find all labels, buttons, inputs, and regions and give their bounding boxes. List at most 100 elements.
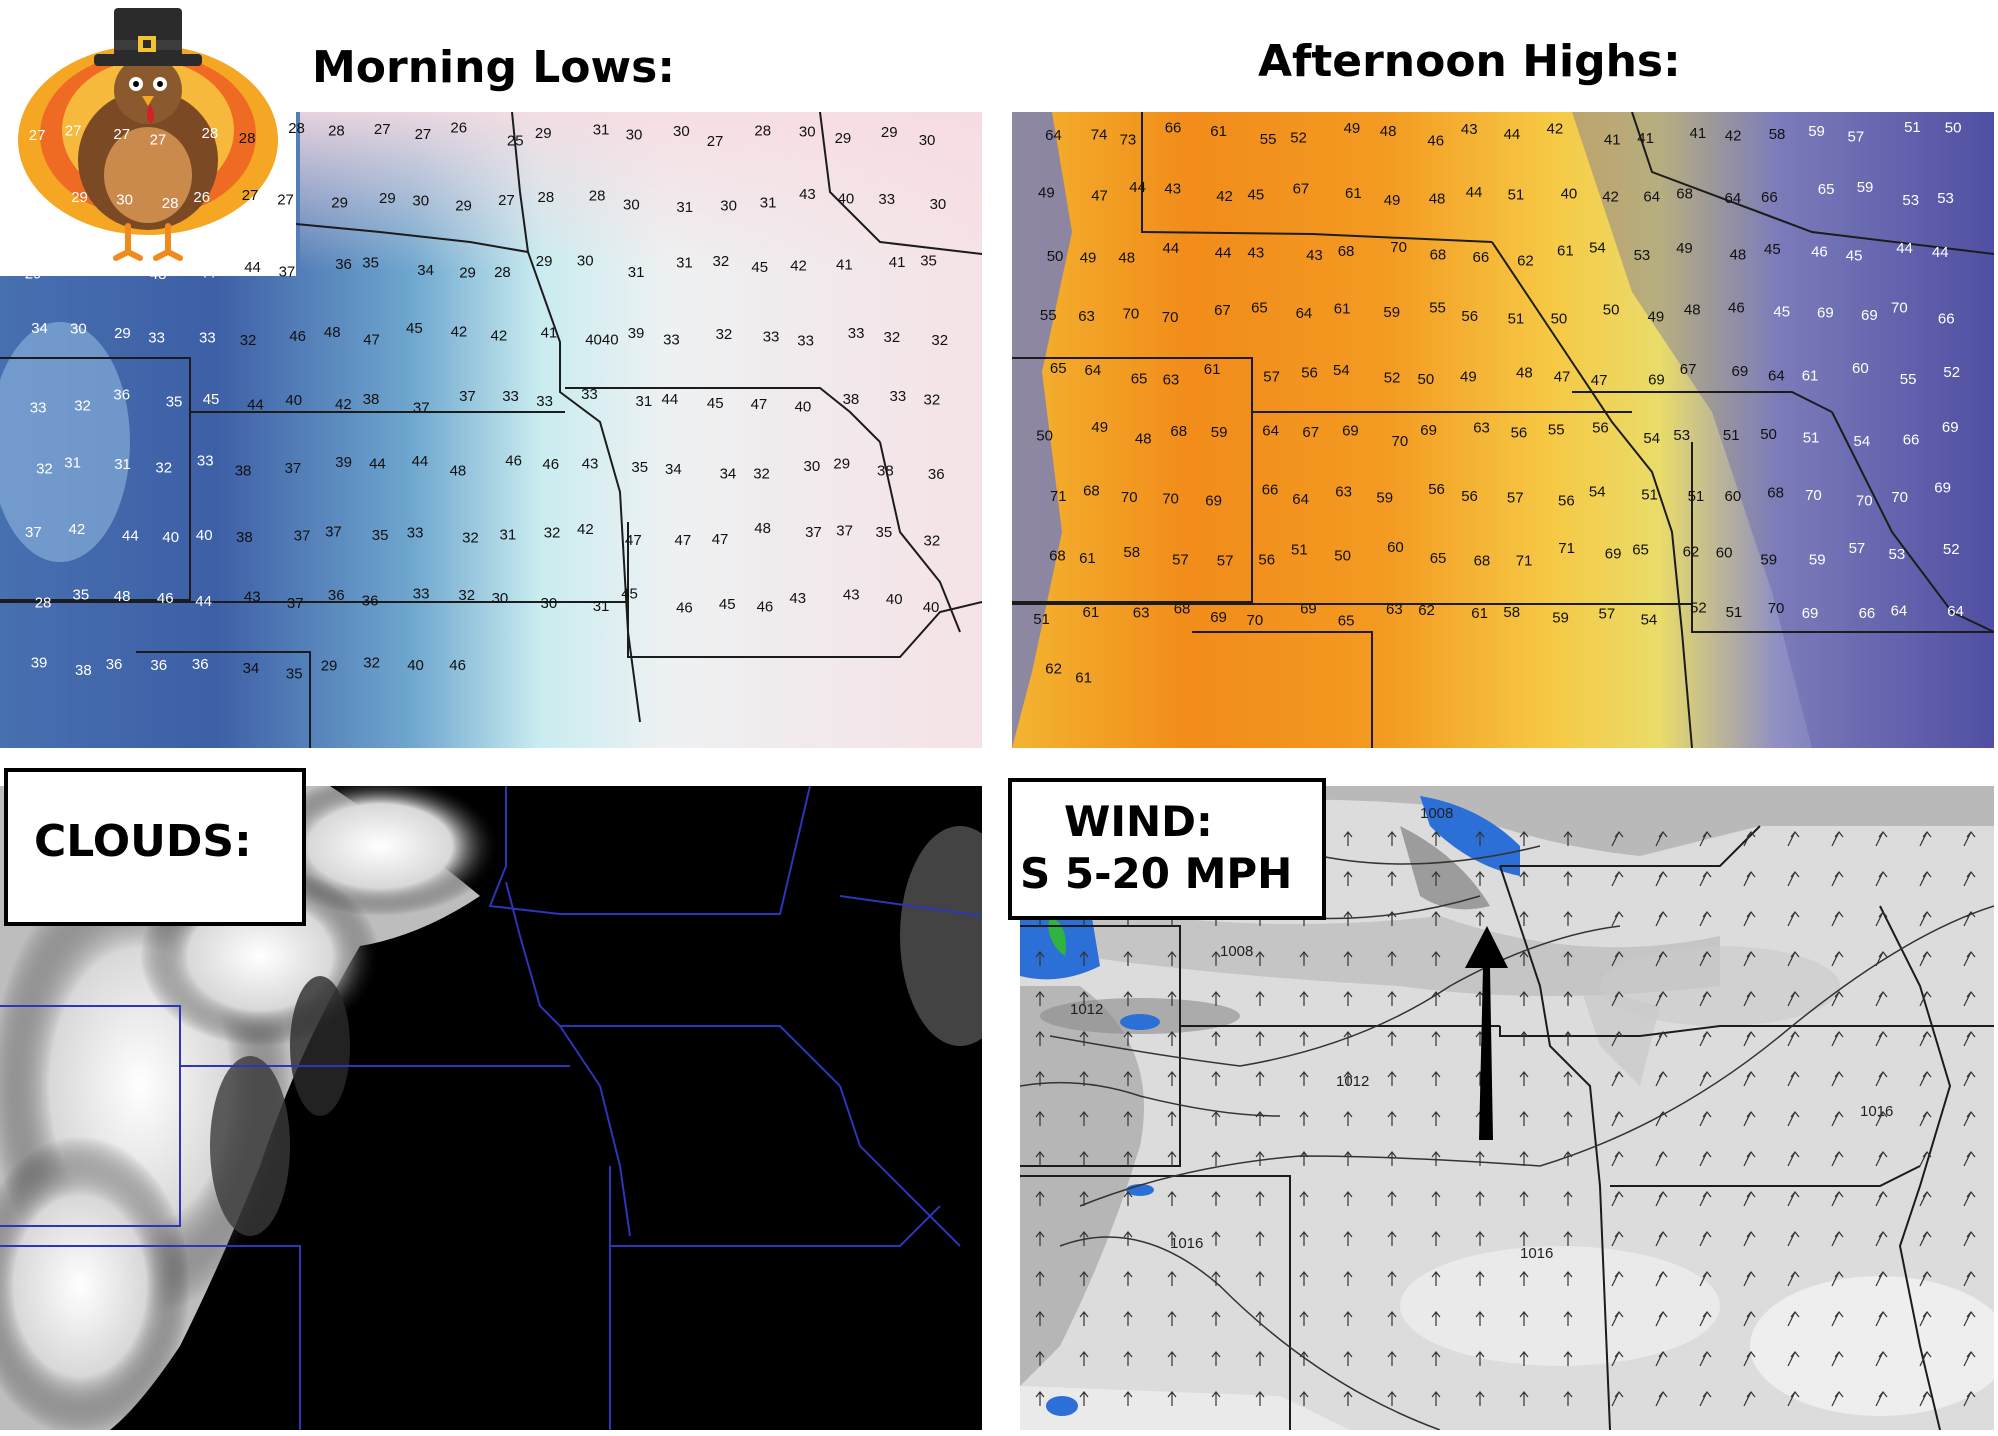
station-value: 67 xyxy=(1680,361,1697,378)
wind-vector xyxy=(1563,1071,1573,1086)
wind-vector xyxy=(1787,1151,1800,1167)
station-value: 32 xyxy=(753,466,770,483)
wind-vector xyxy=(1563,1191,1573,1206)
station-value: 42 xyxy=(1602,189,1619,206)
station-value: 43 xyxy=(1164,180,1181,197)
station-value: 64 xyxy=(1296,305,1313,322)
station-value: 47 xyxy=(1591,372,1608,389)
wind-vector xyxy=(1079,1391,1089,1406)
station-value: 51 xyxy=(1508,186,1525,203)
wind-vector xyxy=(1431,1231,1441,1246)
wind-vector xyxy=(1343,1071,1353,1086)
wind-vector xyxy=(1035,1151,1045,1166)
wind-vector xyxy=(1431,991,1441,1006)
wind-vector xyxy=(1519,1191,1529,1206)
station-value: 27 xyxy=(29,127,46,144)
wind-vector xyxy=(1343,1031,1353,1046)
wind-shading xyxy=(1020,786,1994,1430)
station-value: 44 xyxy=(1896,240,1913,257)
highs-value-labels: 64 74 73 66 61 55 52 49 48 46 43 44 42 41 41 41 42 58 59 57… xyxy=(1033,119,1964,686)
station-value: 63 xyxy=(1133,604,1150,621)
station-value: 31 xyxy=(500,526,517,543)
station-value: 29 xyxy=(331,195,348,212)
wind-vector xyxy=(1655,1031,1668,1047)
wind-vector xyxy=(1475,1351,1485,1366)
station-value: 29 xyxy=(114,325,131,342)
wind-vector xyxy=(1035,1311,1045,1326)
station-value: 64 xyxy=(1292,491,1309,508)
station-value: 45 xyxy=(751,259,768,276)
wind-vector xyxy=(1655,1191,1668,1207)
station-value: 43 xyxy=(1461,121,1478,138)
wind-vector xyxy=(1343,1111,1353,1126)
station-value: 39 xyxy=(335,454,352,471)
station-value: 69 xyxy=(1648,371,1665,388)
wind-vector xyxy=(1743,991,1756,1007)
station-value: 57 xyxy=(1217,553,1234,570)
station-value: 33 xyxy=(878,191,895,208)
station-value: 50 xyxy=(1334,547,1351,564)
wind-vector xyxy=(1343,951,1353,966)
station-value: 65 xyxy=(1338,613,1355,630)
wind-vector xyxy=(1211,1031,1221,1046)
station-value: 48 xyxy=(754,520,771,537)
station-value: 54 xyxy=(1333,362,1350,379)
station-value: 33 xyxy=(890,388,907,405)
wind-vector xyxy=(1919,1231,1932,1247)
station-value: 53 xyxy=(1902,192,1919,209)
wind-vector xyxy=(1387,831,1397,846)
station-value: 38 xyxy=(843,391,860,408)
station-value: 53 xyxy=(1889,546,1906,563)
station-value: 48 xyxy=(1118,250,1135,267)
station-value: 50 xyxy=(1047,248,1064,265)
station-value: 62 xyxy=(1517,252,1534,269)
station-value: 56 xyxy=(1301,365,1318,382)
station-value: 69 xyxy=(1420,422,1437,439)
wind-vector xyxy=(1211,1311,1221,1326)
station-value: 34 xyxy=(417,262,434,279)
wind-vector xyxy=(1787,1031,1800,1047)
station-value: 32 xyxy=(716,326,733,343)
station-value: 64 xyxy=(1891,602,1908,619)
wind-vector xyxy=(1743,911,1756,927)
station-value: 30 xyxy=(577,253,594,270)
station-value: 59 xyxy=(1211,424,1228,441)
station-value: 34 xyxy=(665,461,682,478)
wind-vector xyxy=(1123,1231,1133,1246)
station-value: 61 xyxy=(1079,550,1096,567)
station-value: 50 xyxy=(1945,120,1962,137)
station-value: 42 xyxy=(69,521,86,538)
wind-vector xyxy=(1123,1151,1133,1166)
station-value: 66 xyxy=(1165,120,1182,137)
wind-vector xyxy=(1475,1231,1485,1246)
station-value: 44 xyxy=(199,265,216,282)
station-value: 63 xyxy=(1386,601,1403,618)
station-value: 69 xyxy=(1605,546,1622,563)
station-value: 37 xyxy=(325,524,342,541)
wind-vector xyxy=(1611,1071,1624,1087)
station-value: 50 xyxy=(1418,371,1435,388)
station-value: 33 xyxy=(199,329,216,346)
station-value: 50 xyxy=(1603,302,1620,319)
wind-vector xyxy=(1387,1271,1397,1286)
wind-vector xyxy=(1123,991,1133,1006)
station-value: 50 xyxy=(1760,426,1777,443)
clouds-satellite-svg xyxy=(0,786,982,1430)
wind-vector xyxy=(1831,1391,1844,1407)
wind-vector xyxy=(1655,831,1668,847)
station-value: 29 xyxy=(321,657,338,674)
wind-vector xyxy=(1519,1151,1529,1166)
highs-mountain-cool-band xyxy=(1012,112,1072,748)
station-value: 33 xyxy=(413,586,430,603)
station-value: 58 xyxy=(1503,604,1520,621)
station-value: 60 xyxy=(1852,360,1869,377)
wind-vector xyxy=(1211,1271,1221,1286)
station-value: 33 xyxy=(763,329,780,346)
station-value: 45 xyxy=(707,395,724,412)
clouds-label-box: CLOUDS: xyxy=(4,768,306,926)
station-value: 29 xyxy=(24,198,41,215)
wind-vector xyxy=(1919,1031,1932,1047)
wind-vector xyxy=(1963,1031,1976,1047)
station-value: 34 xyxy=(243,660,260,677)
wind-vector xyxy=(1475,1391,1485,1406)
